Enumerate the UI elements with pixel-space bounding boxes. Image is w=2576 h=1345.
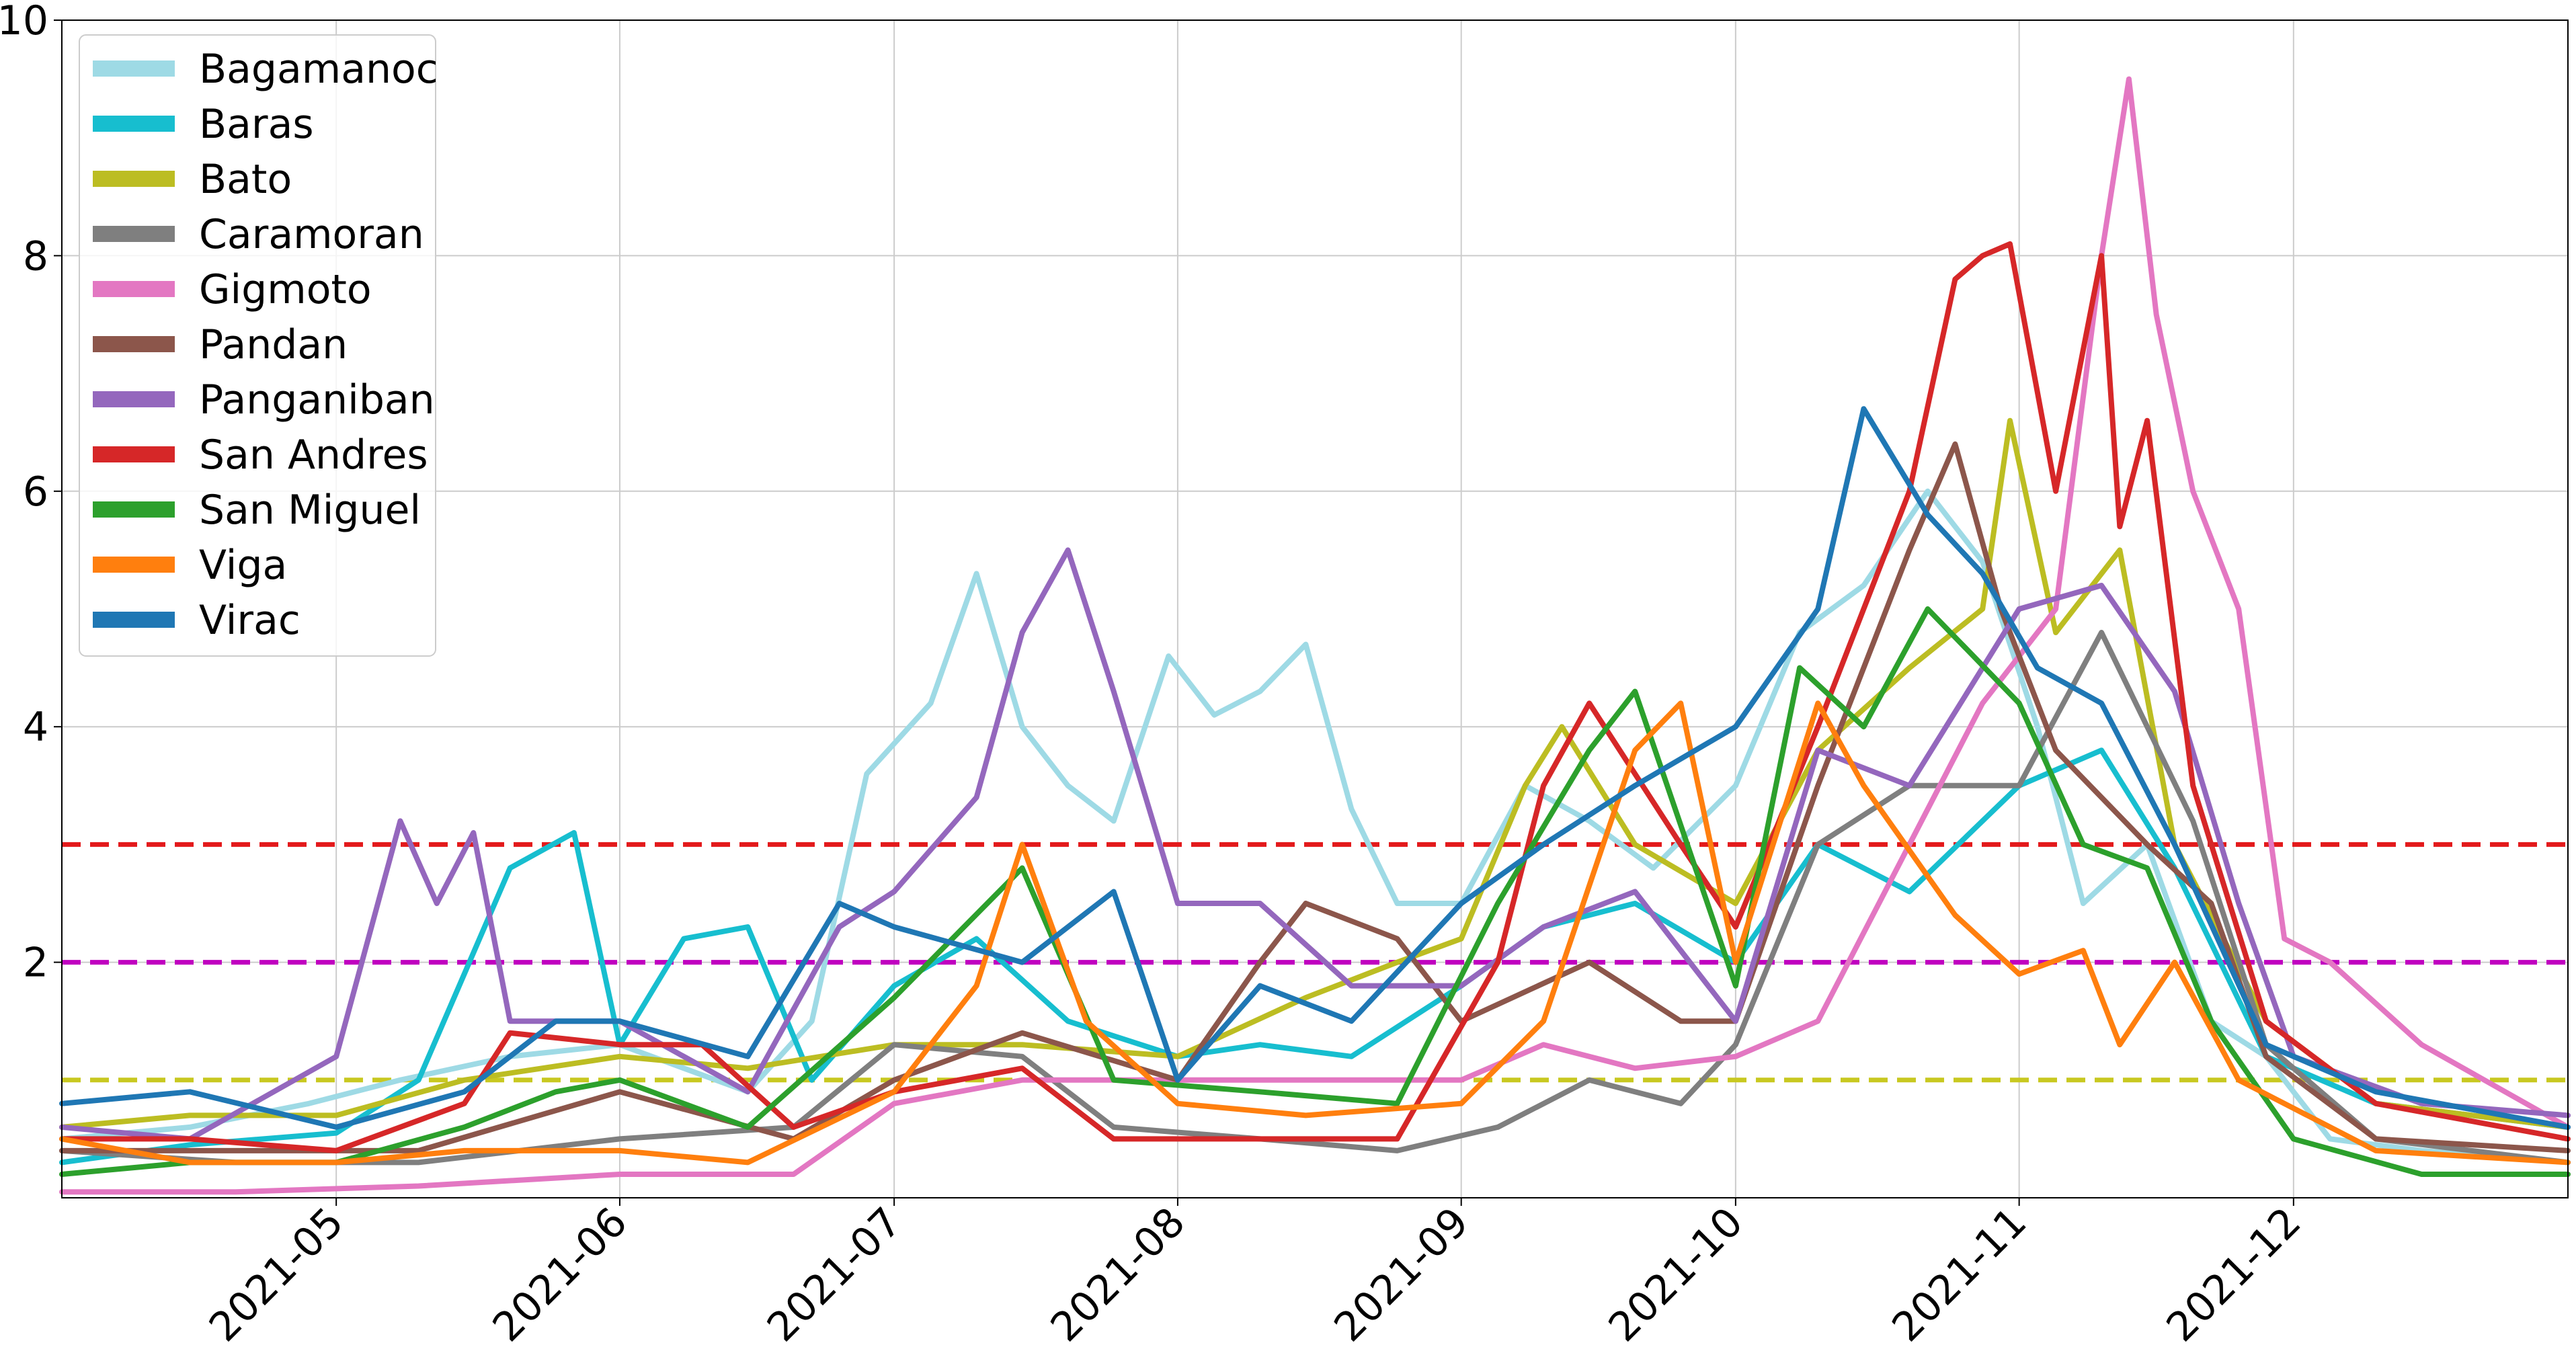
series-line-gigmoto (59, 76, 2571, 1195)
legend-label: Caramoran (199, 211, 424, 258)
series-line-san-andres (59, 241, 2571, 1153)
legend: Bagamanoc Baras Bato Caramoran Gigmoto Pandan… (79, 34, 438, 657)
x-axis-ticks: 2021-05 2021-06 2021-07 2021-08 2021-09 2021-… (200, 1198, 2310, 1345)
legend-label: Baras (199, 101, 314, 148)
legend-label: Virac (199, 597, 300, 644)
x-tick-label: 2021-08 (1042, 1198, 1195, 1345)
series-line-baras (59, 747, 2571, 1166)
y-tick-label: 2 (23, 940, 48, 987)
x-tick-label: 2021-06 (484, 1198, 637, 1345)
y-tick-label: 10 (0, 0, 48, 44)
legend-label: Viga (199, 542, 287, 589)
x-tick-label: 2021-10 (1600, 1198, 1753, 1345)
legend-label: Pandan (199, 321, 348, 368)
plot-frame (61, 19, 2569, 1198)
x-tick-label: 2021-07 (758, 1198, 911, 1345)
x-tick-label: 2021-11 (1883, 1198, 2036, 1345)
legend-label: San Miguel (199, 487, 421, 534)
legend-box (79, 34, 436, 657)
series-line-bato (59, 417, 2571, 1130)
series-line-san-miguel (59, 606, 2571, 1177)
legend-label: Panganiban (199, 376, 435, 423)
series-line-viga (59, 700, 2571, 1166)
x-tick-label: 2021-12 (2158, 1198, 2310, 1345)
series-line-panganiban (59, 547, 2571, 1142)
legend-label: Bato (199, 156, 292, 203)
y-tick-label: 8 (23, 233, 48, 280)
legend-label: San Andres (199, 432, 428, 479)
y-tick-label: 6 (23, 468, 48, 516)
x-tick-label: 2021-09 (1326, 1198, 1478, 1345)
x-tick-label: 2021-05 (200, 1198, 353, 1345)
plot-background (62, 20, 2568, 1198)
y-tick-label: 4 (23, 704, 48, 751)
legend-label: Gigmoto (199, 266, 372, 313)
series-line-caramoran (59, 630, 2571, 1166)
series-line-virac (59, 406, 2571, 1130)
legend-label: Bagamanoc (199, 46, 438, 93)
y-axis-ticks: 2 4 6 8 10 (0, 0, 62, 987)
series-lines (59, 76, 2571, 1195)
